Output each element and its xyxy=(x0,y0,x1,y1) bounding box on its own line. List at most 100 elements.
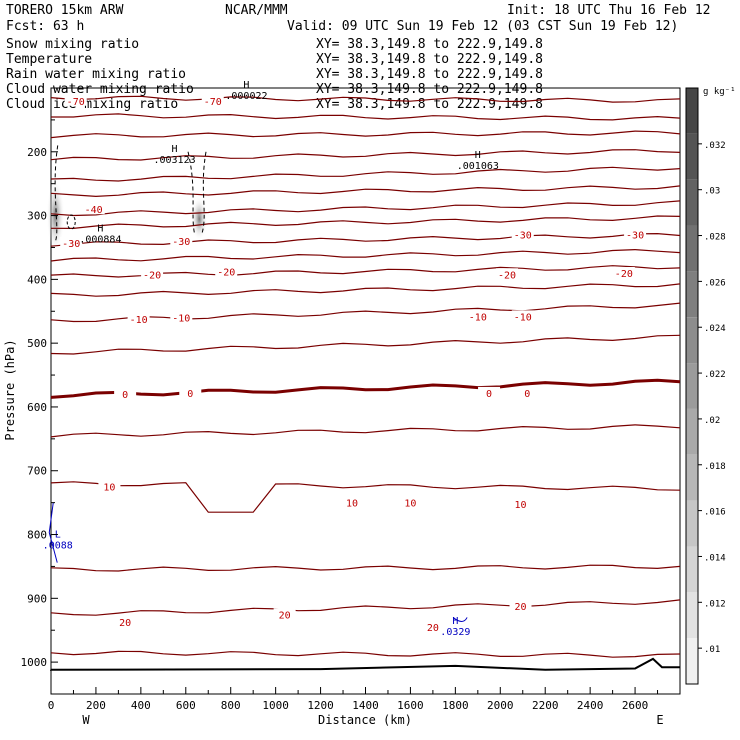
colorbar-swatch xyxy=(686,179,698,226)
contour-label: 20 xyxy=(279,610,291,621)
contour-label-bg xyxy=(478,386,501,398)
colorbar-swatch xyxy=(686,88,698,134)
colorbar-label: .024 xyxy=(704,324,726,334)
x-axis: 0 200 400 600 800 1000 1200 1400 1600 1800 2000 220… xyxy=(48,687,681,712)
contour-label-bg xyxy=(509,497,532,509)
extremum-value: .001063 xyxy=(457,161,499,172)
contour-label: -30 xyxy=(514,231,532,242)
field-legend: Snow mixing ratio XY= 38.3,149.8 to 222.… xyxy=(6,37,543,112)
isotherm-m10 xyxy=(50,302,681,323)
isotherm-20 xyxy=(50,599,681,616)
colorbar-frame xyxy=(685,87,699,685)
extremum-value: .000022 xyxy=(225,91,267,102)
contour-label: -10 xyxy=(130,315,148,326)
x-tick-label: 1000 xyxy=(262,699,289,712)
shade-blob-central xyxy=(191,196,208,241)
contour-label: -70 xyxy=(204,97,222,108)
model-name: TORERO 15km ARW xyxy=(6,3,124,18)
extremum-letter: H xyxy=(97,224,103,235)
extremum-letter: H xyxy=(243,80,249,91)
contour-label-bg xyxy=(511,310,534,322)
contour-label-bg xyxy=(341,496,364,508)
ice-contour-west xyxy=(54,145,59,242)
terrain-surface xyxy=(50,657,680,671)
x-tick-label: 2000 xyxy=(487,699,514,712)
contour-label: -70 xyxy=(67,97,85,108)
x-tick-label: 800 xyxy=(221,699,241,712)
contour-label-bg xyxy=(114,388,137,400)
chart-header: TORERO 15km ARW NCAR/MMM Init: 18 UTC Th… xyxy=(6,3,711,34)
isotherm-m45 xyxy=(50,185,681,198)
x-tick-label: 1200 xyxy=(307,699,334,712)
contour-label-bg xyxy=(170,311,193,323)
init-time: Init: 18 UTC Thu 16 Feb 12 xyxy=(507,3,711,18)
contour-label: -30 xyxy=(626,231,644,242)
contour-label: 10 xyxy=(404,499,416,510)
contour-label-bg xyxy=(82,203,105,215)
contour-label: -20 xyxy=(217,268,235,279)
colorbar-label: .02 xyxy=(704,416,720,426)
colorbar-label: .026 xyxy=(704,278,726,288)
x-tick-label: 600 xyxy=(176,699,196,712)
colorbar-label: .014 xyxy=(704,553,726,563)
colorbar-swatch xyxy=(686,408,698,455)
y-axis-title: Pressure (hPa) xyxy=(3,339,17,440)
isotherm-m5 xyxy=(50,334,681,355)
contour-label-bg xyxy=(114,615,137,627)
legend-label-cloud-ice: Cloud ice mixing ratio xyxy=(6,97,178,112)
x-tick-label: 1400 xyxy=(352,699,379,712)
y-axis: 200 300 400 500 600 700 800 900 1000 xyxy=(21,119,58,695)
contour-label-bg xyxy=(466,310,489,322)
y-tick-label: 900 xyxy=(27,592,47,605)
valid-time: Valid: 09 UTC Sun 19 Feb 12 (03 CST Sun … xyxy=(287,19,678,34)
contour-label-bg xyxy=(399,496,422,508)
y-tick-label: 1000 xyxy=(21,656,48,669)
plot-area: -70 -70 -40 -30 -30 -30 -30 -20 -20 -20 -20 -10 -10 -… xyxy=(21,80,681,712)
extremum-letter: H xyxy=(172,144,178,155)
colorbar-label: .01 xyxy=(704,645,720,655)
contour-label-bg xyxy=(60,237,83,249)
extremum-letter: H xyxy=(475,150,481,161)
contour-label-bg xyxy=(215,265,238,277)
colorbar-unit: g kg⁻¹ xyxy=(703,87,736,97)
legend-xy-cloud-water: XY= 38.3,149.8 to 222.9,149.8 xyxy=(316,82,543,97)
colorbar-label: .012 xyxy=(704,599,726,609)
x-axis-title: Distance (km) xyxy=(318,713,412,727)
colorbar-label: .032 xyxy=(704,141,726,151)
contour-label-bg xyxy=(273,608,296,620)
y-tick-label: 800 xyxy=(27,529,47,542)
colorbar-swatch xyxy=(686,225,698,272)
y-tick-label: 700 xyxy=(27,465,47,478)
isotherm-15 xyxy=(50,564,681,572)
colorbar-label: .018 xyxy=(704,462,726,472)
x-tick-label: 2200 xyxy=(532,699,559,712)
x-tick-label: 0 xyxy=(48,699,55,712)
contour-label: 20 xyxy=(119,618,131,629)
contour-label: 0 xyxy=(524,389,530,400)
colorbar-swatch xyxy=(686,133,698,180)
contour-label-bg xyxy=(511,228,534,240)
contour-label: 10 xyxy=(346,499,358,510)
contour-label-bg xyxy=(496,268,519,280)
colorbar-label: .028 xyxy=(704,233,726,243)
isotherm-m60 xyxy=(50,130,681,139)
x-tick-label: 2400 xyxy=(577,699,604,712)
extremum-value: .0329 xyxy=(440,627,470,638)
legend-label-temperature: Temperature xyxy=(6,52,92,67)
colorbar-label: .016 xyxy=(704,508,726,518)
y-tick-label: 300 xyxy=(27,210,47,223)
extremum-letter: H xyxy=(452,616,458,627)
contour-label: 20 xyxy=(514,602,526,613)
contour-label-bg xyxy=(179,386,202,398)
extremum-value: .0088 xyxy=(43,541,73,552)
contour-label: 20 xyxy=(427,623,439,634)
x-end-label-east: E xyxy=(656,713,663,727)
contour-label: 10 xyxy=(514,500,526,511)
contour-label-bg xyxy=(98,480,121,492)
extremum-value: .003123 xyxy=(153,155,195,166)
legend-label-rain: Rain water mixing ratio xyxy=(6,67,186,82)
colorbar-swatch xyxy=(686,271,698,318)
isotherm-m55 xyxy=(50,149,681,161)
ice-contour-central-b xyxy=(201,151,207,235)
y-tick-label: 400 xyxy=(27,273,47,286)
